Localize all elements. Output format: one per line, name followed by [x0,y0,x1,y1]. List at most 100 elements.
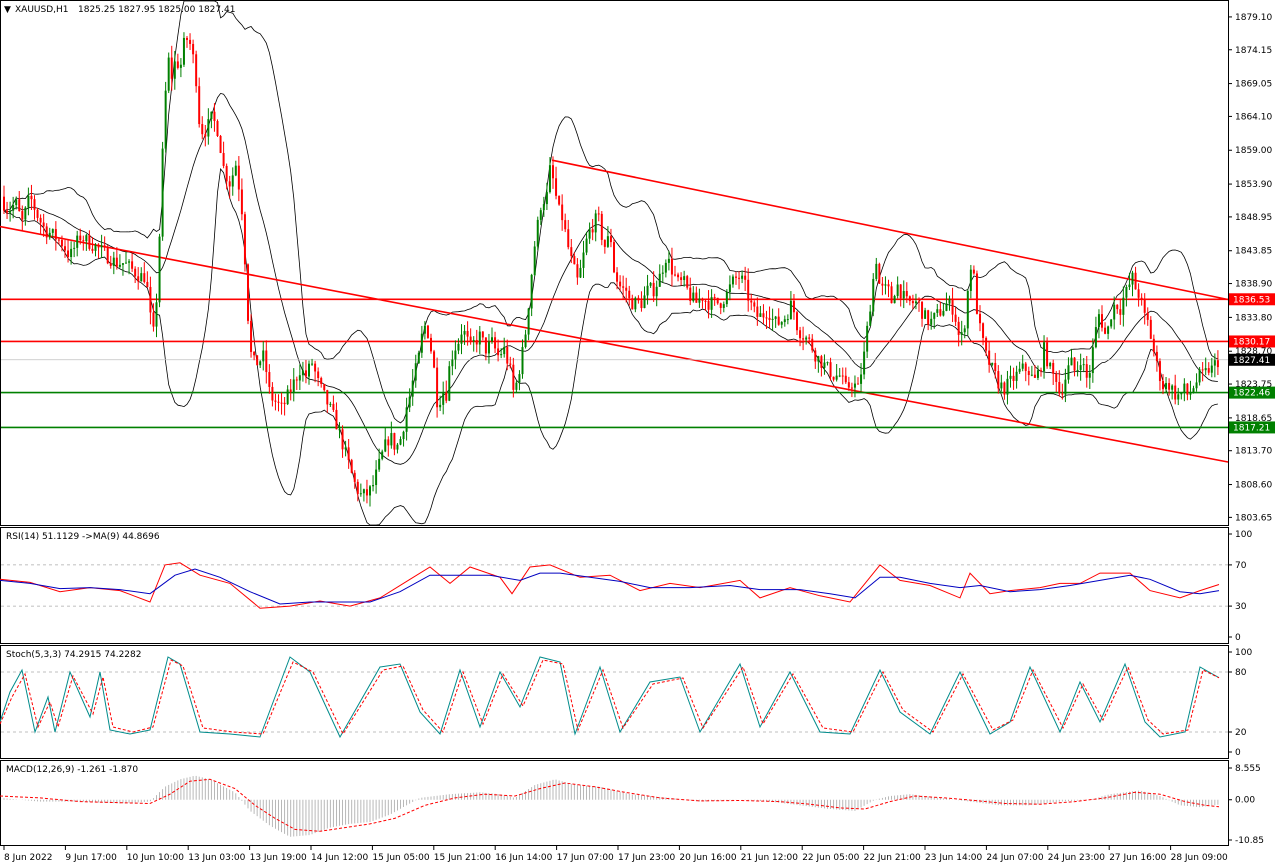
candle-body [1131,272,1134,285]
level-price-tag [1229,386,1275,399]
stoch-signal-line [0,659,1220,736]
candle-body [125,262,127,264]
candle-body [423,325,426,334]
candle-body [213,111,216,122]
candle-body [735,276,737,278]
candle-body [530,274,533,309]
candle-body [936,309,939,313]
time-tick-label: 20 Jun 16:00 [679,853,736,863]
candle-body [222,152,225,166]
candle-body [301,370,304,376]
candle-body [744,275,747,280]
trendlines [0,159,1229,463]
time-tick-label: 13 Jun 03:00 [188,853,245,863]
level-price-label: 1830.17 [1233,337,1270,347]
candle-body [853,383,856,388]
candle-body [1091,347,1094,374]
candle-body [927,310,930,325]
chart-symbol-triangle[interactable]: ▼ [4,5,11,15]
price-tick-label: 1848.95 [1235,213,1272,223]
candle-body [759,313,762,317]
candle-body [128,261,131,263]
candle-body [710,297,713,310]
candle-body [42,222,45,227]
rsi-panel[interactable] [0,527,1229,644]
candle-body [875,263,878,279]
stoch-label: Stoch(5,3,3) 74.2915 74.2282 [6,650,141,660]
macd-panel[interactable] [0,760,1229,846]
candle-body [963,328,966,333]
candle-body [243,214,246,265]
candle-body [143,273,146,282]
candle-body [585,238,588,253]
candle-body [198,86,201,125]
candle-body [500,354,503,356]
candle-body [76,235,79,248]
time-tick-label: 22 Jun 05:00 [802,853,859,863]
candle-body [12,205,15,211]
candle-body [48,232,51,238]
candle-body [1155,351,1158,362]
candle-body [201,124,204,135]
candle-body [756,306,759,317]
candle-body [94,244,97,251]
candle-body [311,363,314,365]
candle-body [265,350,268,373]
candle-body [1152,338,1155,352]
candle-body [768,317,771,320]
candle-body [298,375,301,381]
candle-body [204,134,207,137]
candle-body [512,364,515,390]
candle-body [472,339,475,342]
candle-body [387,439,390,446]
candle-body [182,37,185,65]
candle-body [579,267,582,278]
time-tick-label: 24 Jun 23:00 [1048,853,1105,863]
candle-body [1040,370,1042,372]
candle-body [1189,392,1192,395]
candle-body [771,318,774,320]
candle-body [231,175,234,187]
candle-body [924,310,927,319]
candle-body [792,300,795,313]
candle-body [832,376,835,380]
time-tick-label: 22 Jun 21:00 [864,853,921,863]
level-price-label: 1836.53 [1233,295,1270,305]
time-tick-label: 10 Jun 10:00 [127,853,184,863]
candle-body [515,382,518,390]
candle-body [997,371,1000,389]
candle-body [1143,299,1146,313]
bollinger-upper [3,0,1219,424]
candle-body [73,247,76,249]
candle-body [57,239,60,241]
candle-body [1021,363,1024,369]
current-price-label: 1827.41 [1233,356,1270,366]
candle-body [695,292,698,303]
price-tick-label: 1813.70 [1235,447,1272,457]
candle-body [628,290,631,299]
candle-body [234,165,237,176]
time-tick-label: 15 Jun 05:00 [372,853,429,863]
candle-body [1146,312,1149,320]
candle-body [21,211,24,220]
candles [3,32,1219,507]
candle-body [1201,369,1204,371]
candle-body [118,264,121,267]
candle-body [677,274,680,278]
candle-body [240,189,243,215]
candle-body [850,387,853,389]
candle-body [106,247,109,264]
candle-body [378,458,381,470]
candle-body [707,300,710,310]
candle-body [658,273,661,287]
candle-body [271,386,274,401]
candle-body [469,336,472,342]
candle-body [411,380,414,397]
candle-body [1009,375,1012,379]
candle-body [121,263,124,265]
candle-body [994,362,997,372]
candle-body [1012,375,1015,381]
candle-body [1052,362,1055,374]
candle-body [51,229,54,233]
